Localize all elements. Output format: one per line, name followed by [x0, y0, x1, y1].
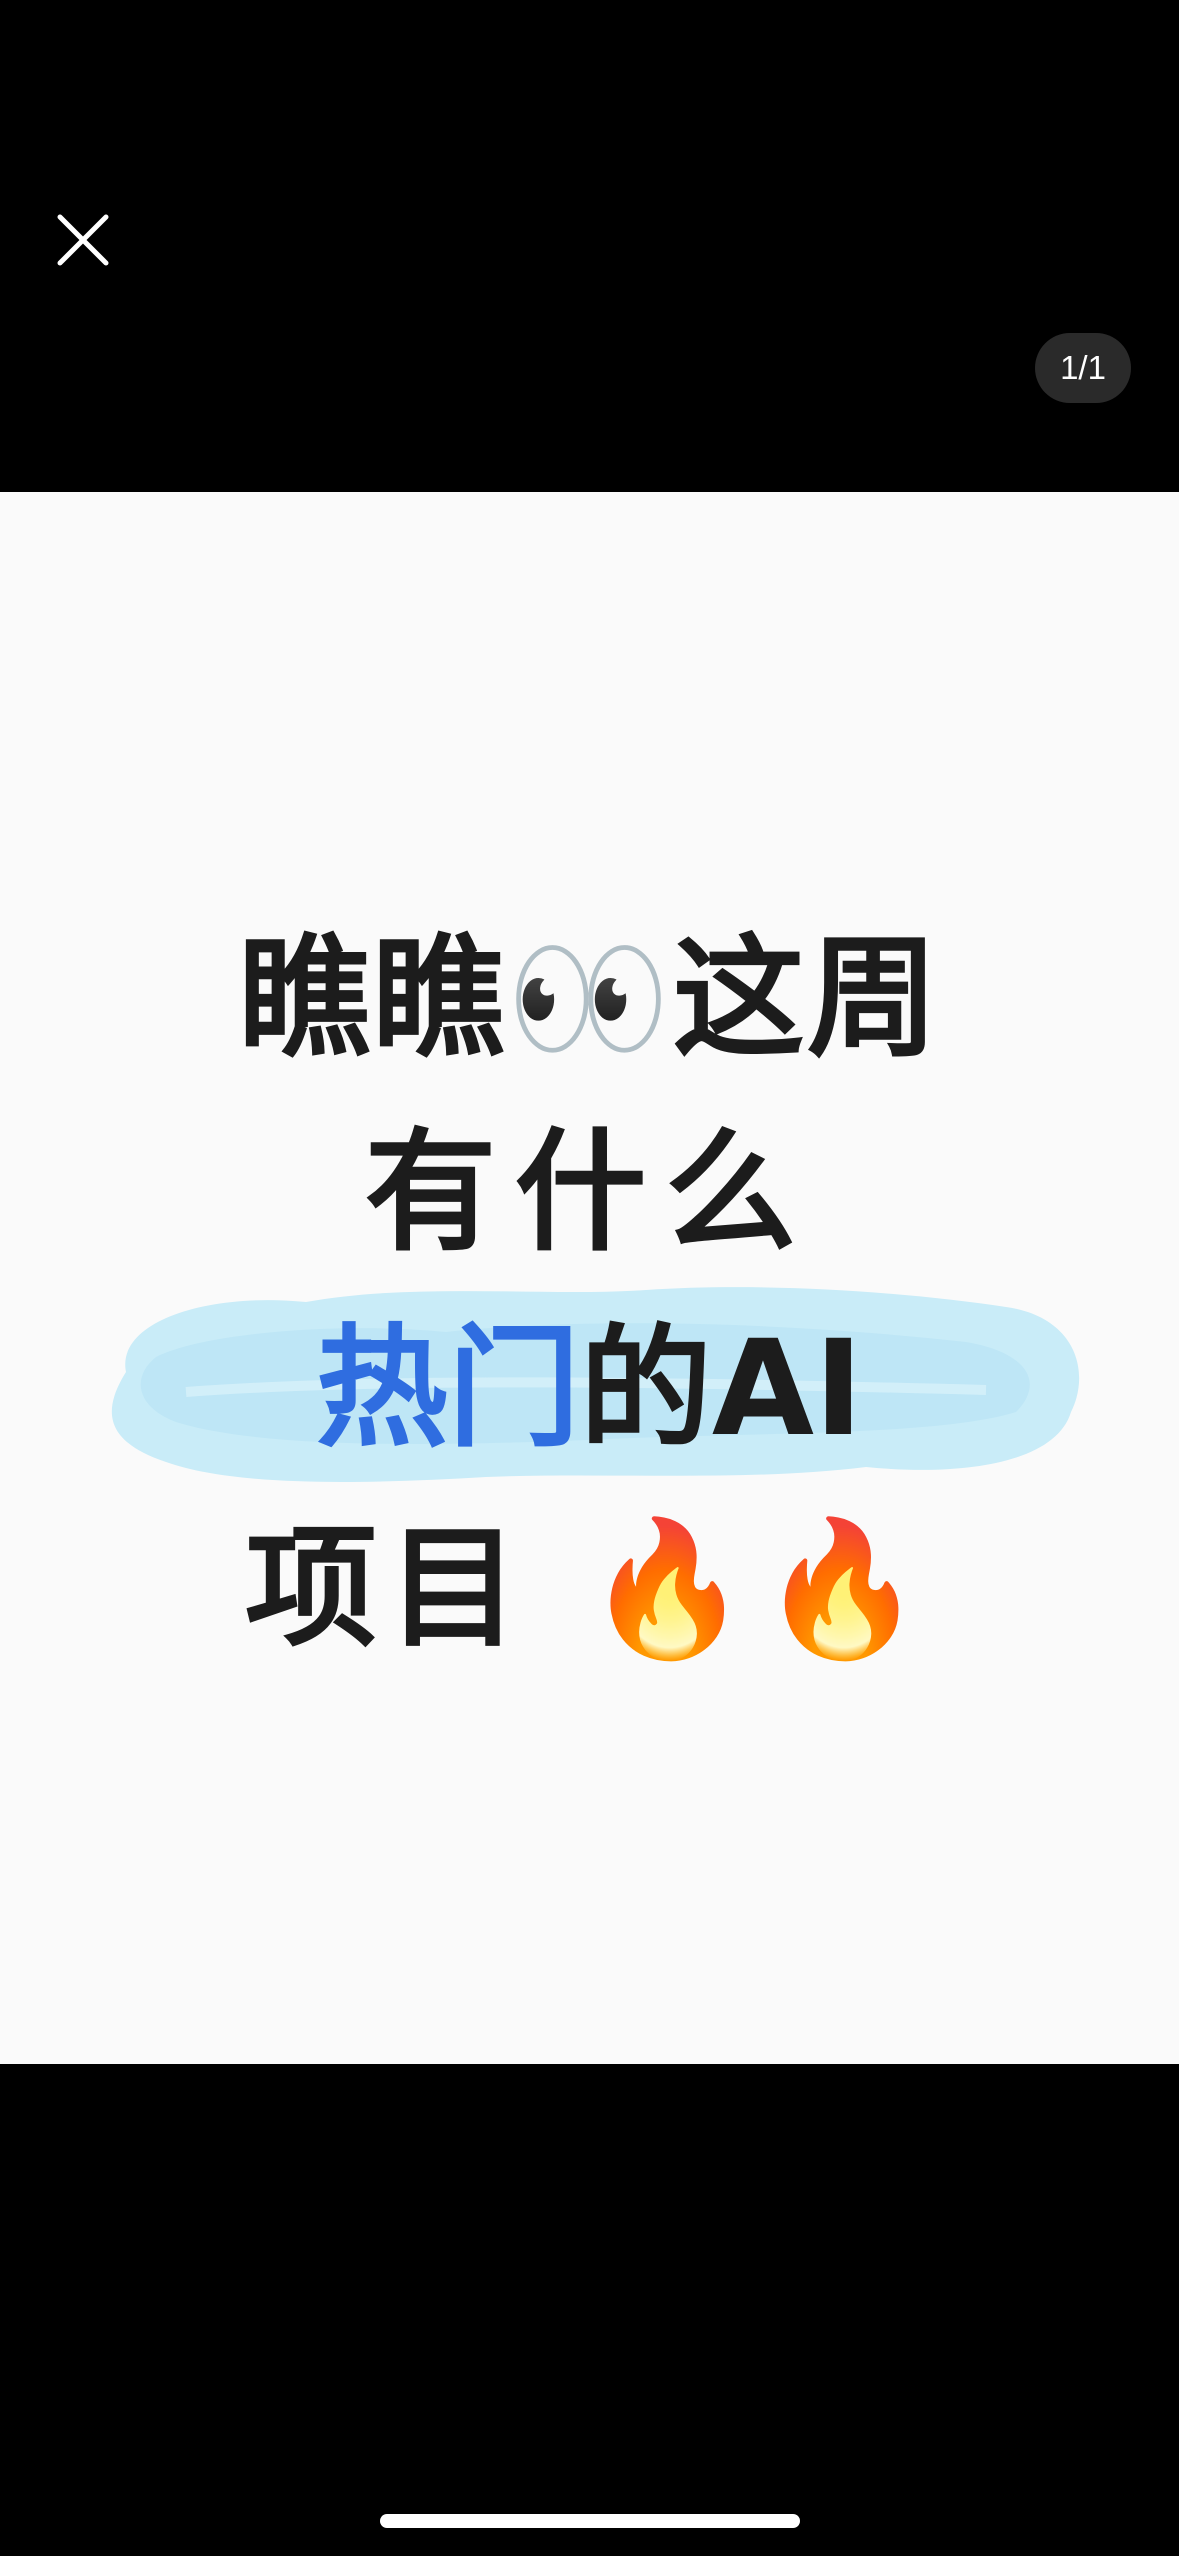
headline-line-2: 有什么: [364, 1116, 815, 1270]
eyes-emoji: 👀: [506, 922, 673, 1076]
post-image[interactable]: 瞧瞧👀这周 有什么 热门的AI 项目 🔥🔥: [0, 492, 1179, 2064]
home-indicator[interactable]: [380, 2514, 800, 2528]
headline-text: 项目: [245, 1512, 530, 1666]
headline-text: 瞧瞧: [238, 922, 507, 1076]
viewer-top-bar: 1/1: [0, 0, 1179, 492]
headline-text: 这周: [672, 922, 941, 1076]
headline-line-1: 瞧瞧👀这周: [0, 892, 1179, 1083]
headline-line-4: 项目 🔥🔥: [0, 1482, 1179, 1673]
headline: 瞧瞧👀这周 有什么 热门的AI 项目 🔥🔥: [0, 492, 1179, 2064]
headline-line-3: 热门的AI: [0, 1282, 1179, 1473]
page-counter: 1/1: [1035, 333, 1131, 403]
brush-highlight: [86, 1262, 1096, 1502]
close-icon: [57, 214, 109, 266]
headline-text: 的AI: [579, 1312, 864, 1466]
fire-emoji: 🔥🔥: [585, 1512, 934, 1666]
highlighted-text: 热门: [315, 1312, 580, 1466]
close-button[interactable]: [50, 207, 116, 273]
